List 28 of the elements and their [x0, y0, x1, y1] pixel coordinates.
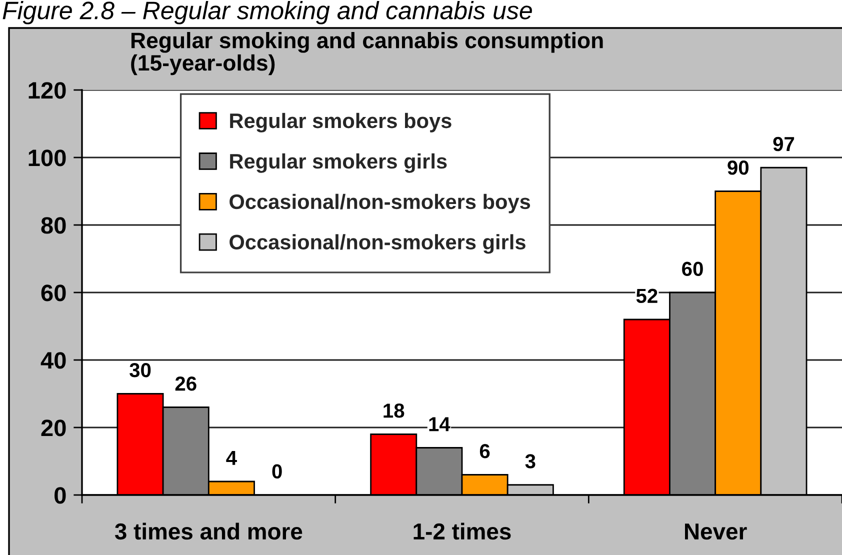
chart-title: Regular smoking and cannabis consumption (15-year-olds) [131, 32, 603, 76]
y-tick-label: 100 [28, 150, 66, 166]
y-tick-label: 120 [28, 82, 66, 99]
data-label: 0 [272, 464, 282, 479]
y-tick-label: 20 [41, 420, 66, 436]
data-label: 6 [480, 444, 490, 458]
data-label: 14 [429, 417, 450, 432]
data-label: 30 [130, 363, 151, 378]
legend-label: Occasional/non-smokers boys [230, 194, 530, 214]
x-tick-label: 3 times and more [114, 522, 302, 540]
data-label: 60 [682, 262, 703, 276]
data-label: 90 [728, 160, 749, 175]
x-tick-label: 1-2 times [414, 522, 511, 540]
legend-label: Regular smokers girls [230, 153, 447, 173]
data-label: 3 [525, 454, 536, 468]
data-label: 18 [384, 404, 404, 418]
y-tick-label: 60 [41, 284, 66, 302]
y-tick-label: 40 [40, 352, 66, 369]
data-label: 26 [175, 376, 196, 391]
legend-label: Regular smokers boys [230, 112, 452, 132]
data-label: 97 [773, 136, 794, 152]
y-tick-label: 0 [54, 487, 66, 504]
x-tick-label: Never [685, 524, 747, 540]
data-label: 4 [226, 450, 237, 465]
caption: Figure 2.8 – Regular smoking and cannabis use [2, 1, 532, 24]
data-label: 52 [636, 288, 658, 304]
y-tick-label: 80 [41, 217, 66, 234]
legend-label: Occasional/non-smokers girls [230, 234, 526, 254]
